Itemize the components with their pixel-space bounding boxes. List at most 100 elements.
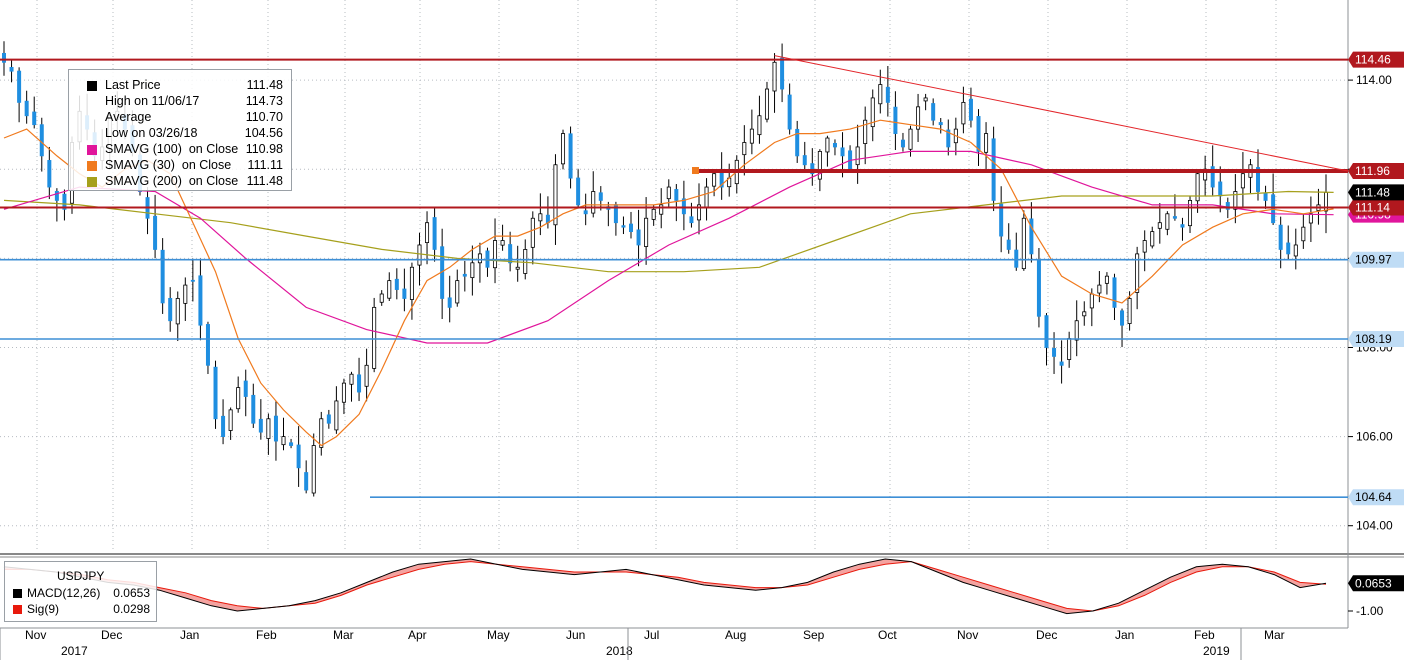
candle-body xyxy=(712,173,717,187)
signal-value: 0.0298 xyxy=(113,602,150,616)
support-tag-bg xyxy=(1348,331,1404,348)
candle-body xyxy=(832,142,837,148)
candle-body xyxy=(17,70,22,103)
candle-body xyxy=(598,192,603,201)
candle-body xyxy=(1127,298,1132,324)
candle-body xyxy=(379,293,384,303)
candle-body xyxy=(462,273,467,277)
candle-body xyxy=(334,400,339,431)
legend-swatch xyxy=(87,81,97,91)
candle-body xyxy=(1308,213,1313,224)
legend-label: SMAVG (30) on Close xyxy=(105,158,232,172)
legend-label: Average xyxy=(105,110,152,124)
candle-body xyxy=(1021,217,1026,270)
legend-row: Last Price 111.48 xyxy=(73,78,289,94)
candle-body xyxy=(908,128,913,150)
signal-line xyxy=(4,561,1327,612)
candle-body xyxy=(341,382,346,403)
month-label: Mar xyxy=(333,628,354,642)
candle-body xyxy=(221,415,226,437)
candle-body xyxy=(1180,224,1185,228)
candle-body xyxy=(538,213,543,222)
month-label: Jun xyxy=(566,628,585,642)
candle-body xyxy=(553,164,558,226)
candle-body xyxy=(923,97,928,102)
candle-body xyxy=(1082,311,1087,317)
sma-30-line xyxy=(3,119,1334,447)
candle-body xyxy=(417,244,422,266)
candle-body xyxy=(704,186,709,208)
support-tag: 108.19 xyxy=(1355,332,1392,346)
legend-row: Average 110.70 xyxy=(73,110,289,126)
legend-value: 111.48 xyxy=(246,78,283,92)
candle-body xyxy=(1074,320,1079,341)
candle-body xyxy=(1218,181,1223,197)
candle-body xyxy=(1112,277,1117,308)
candle-body xyxy=(1029,218,1034,255)
candle-body xyxy=(1188,200,1193,227)
candle-body xyxy=(500,240,505,246)
candle-body xyxy=(205,324,210,366)
signal-label: Sig(9) xyxy=(27,602,60,616)
resistance-tag-bg xyxy=(1348,51,1404,68)
candle-body xyxy=(281,436,286,446)
candle-body xyxy=(409,266,414,300)
macd-tick-label: -1.00 xyxy=(1356,604,1384,618)
last-price-tag: 111.48 xyxy=(1355,185,1390,199)
candle-body xyxy=(629,223,634,233)
legend-row: SMAVG (100) on Close 110.98 xyxy=(73,142,289,158)
legend-row: SMAVG (30) on Close 111.11 xyxy=(73,158,289,174)
candle-body xyxy=(696,204,701,221)
resistance-tag-bg xyxy=(1348,163,1404,180)
candle-body xyxy=(1293,244,1298,257)
candle-body xyxy=(251,394,256,424)
candle-body xyxy=(1142,240,1147,253)
legend-value: 110.98 xyxy=(245,142,283,156)
candle-body xyxy=(810,163,815,175)
resistance-tag: 111.96 xyxy=(1355,164,1390,178)
candle-body xyxy=(1120,310,1125,326)
candle-body xyxy=(1301,226,1306,242)
macd-value: 0.0653 xyxy=(113,586,150,600)
legend-label: Last Price xyxy=(105,78,161,92)
candle-body xyxy=(1044,315,1049,348)
candle-body xyxy=(817,151,822,180)
trend-line xyxy=(774,55,1349,172)
candle-body xyxy=(1059,361,1064,366)
candle-body xyxy=(984,133,989,153)
candle-body xyxy=(1052,348,1057,357)
legend-swatch xyxy=(87,177,97,187)
candle-body xyxy=(364,364,369,387)
candle-body xyxy=(62,193,67,210)
candle-body xyxy=(568,133,573,179)
candle-body xyxy=(530,217,535,248)
candle-body xyxy=(372,306,377,369)
macd-legend-row: MACD(12,26) 0.0653 xyxy=(11,586,155,601)
candle-body xyxy=(1225,202,1230,210)
candle-body xyxy=(432,217,437,250)
month-label: Feb xyxy=(1194,628,1215,642)
price-tick-label: 104.00 xyxy=(1356,519,1393,533)
candle-body xyxy=(24,100,29,117)
resistance-tag: 114.46 xyxy=(1355,53,1391,67)
candle-body xyxy=(999,203,1004,237)
candle-body xyxy=(878,84,883,105)
candle-body xyxy=(689,216,694,224)
candle-body xyxy=(900,139,905,148)
candle-body xyxy=(591,191,596,214)
macd-last-tag: 0.0653 xyxy=(1355,576,1392,590)
candle-body xyxy=(183,284,188,304)
month-label: Nov xyxy=(25,628,46,642)
month-label: Oct xyxy=(878,628,897,642)
time-axis: Nov Dec Jan Feb Mar Apr May Jun Jul Aug Sep Oct Nov D… xyxy=(0,628,1285,660)
legend-swatch xyxy=(87,161,97,171)
month-label: Jul xyxy=(644,628,659,642)
resistance-tag-bg xyxy=(1348,199,1404,216)
candle-body xyxy=(477,253,482,264)
resistance-tag: 111.14 xyxy=(1355,201,1390,215)
candle-body xyxy=(659,204,664,215)
candle-body xyxy=(1240,173,1245,189)
legend-value: 104.56 xyxy=(244,126,283,140)
legend-swatch xyxy=(87,145,97,155)
candle-body xyxy=(576,177,581,206)
